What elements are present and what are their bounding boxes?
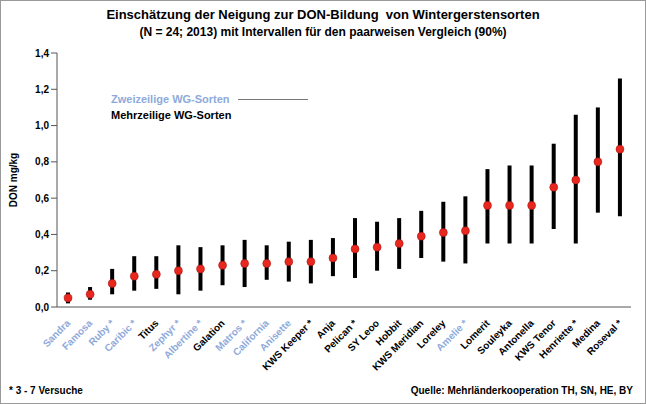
svg-text:KWS Meridian: KWS Meridian	[370, 317, 426, 373]
svg-text:0,2: 0,2	[35, 265, 49, 276]
svg-text:Pelican *: Pelican *	[322, 317, 360, 355]
svg-text:Titus: Titus	[136, 317, 161, 342]
svg-text:Hobbit: Hobbit	[373, 317, 404, 348]
svg-text:0,6: 0,6	[35, 193, 49, 204]
svg-text:California: California	[230, 317, 271, 358]
svg-text:Zephyr *: Zephyr *	[146, 317, 183, 354]
svg-text:Anja: Anja	[314, 317, 338, 341]
svg-text:1,4: 1,4	[35, 48, 49, 59]
svg-text:0,8: 0,8	[35, 156, 49, 167]
svg-text:0,4: 0,4	[35, 229, 49, 240]
html-text:(N = 24; 2013) mit Intervallen: (N = 24; 2013) mit Intervallen für den p…	[139, 25, 507, 39]
svg-text:Souleyka: Souleyka	[475, 317, 514, 357]
html-text:* 3 - 7 Versuche: * 3 - 7 Versuche	[9, 385, 83, 396]
svg-text:Matros *: Matros *	[213, 317, 249, 354]
svg-text:Medina: Medina	[570, 317, 603, 350]
svg-text:1,2: 1,2	[35, 84, 49, 95]
svg-text:Henriette *: Henriette *	[536, 317, 581, 361]
svg-text:Albertine *: Albertine *	[161, 317, 205, 361]
svg-text:Loreley: Loreley	[414, 317, 448, 351]
svg-text:Famosa: Famosa	[60, 317, 95, 352]
html-text:Einschätzung der Neigung zur D: Einschätzung der Neigung zur DON-Bildung…	[106, 7, 540, 22]
svg-text:Sandra: Sandra	[40, 317, 73, 350]
svg-text:Caribic *: Caribic *	[102, 317, 139, 354]
svg-text:KWS Tenor: KWS Tenor	[512, 317, 558, 363]
svg-text:DON mg/kg: DON mg/kg	[8, 153, 19, 207]
svg-text:1,0: 1,0	[35, 120, 49, 131]
html-text:Zweizeilige WG-Sorten: Zweizeilige WG-Sorten	[111, 93, 230, 105]
html-text:Mehrzeilige WG-Sorten: Mehrzeilige WG-Sorten	[111, 109, 232, 121]
svg-text:Anisette: Anisette	[257, 317, 294, 354]
svg-text:Amelie *: Amelie *	[434, 317, 470, 354]
svg-text:SY Leoo: SY Leoo	[345, 317, 381, 353]
svg-text:0,0: 0,0	[35, 302, 49, 313]
html-text:Quelle: Mehrländerkooperation: Quelle: Mehrländerkooperation TH, SN, HE…	[410, 385, 633, 396]
svg-text:Ruby *: Ruby *	[86, 317, 117, 348]
svg-text:KWS Keeper *: KWS Keeper *	[260, 317, 315, 372]
svg-text:Galation: Galation	[190, 317, 227, 354]
svg-text:Lomerit: Lomerit	[458, 317, 492, 352]
svg-text:Roseval *: Roseval *	[585, 317, 625, 357]
svg-text:Antonella: Antonella	[495, 317, 536, 358]
